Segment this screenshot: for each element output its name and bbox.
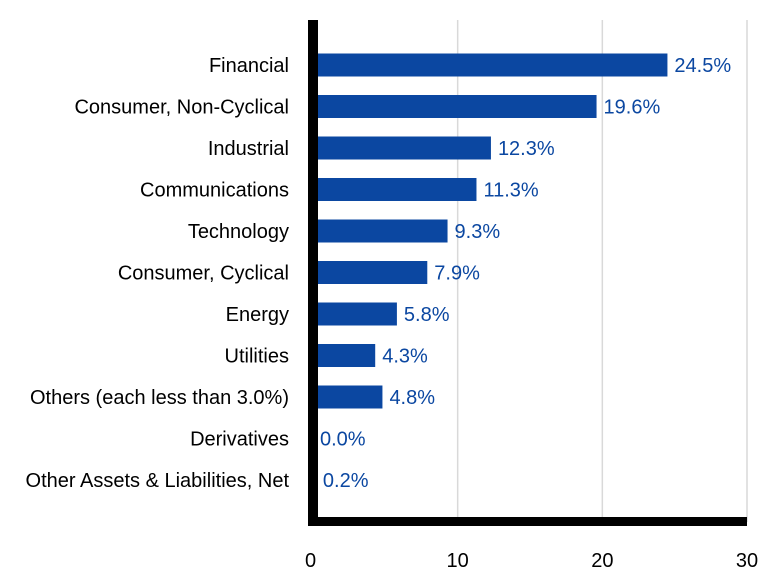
value-labels: 24.5% 19.6% 12.3% 11.3% 9.3% 7.9% 5.8% 4.3% 4.8%… bbox=[320, 55, 731, 492]
value-label-10: 0.2% bbox=[323, 470, 369, 492]
category-label-5: Consumer, Cyclical bbox=[118, 263, 289, 285]
x-tick-label-2: 20 bbox=[591, 550, 613, 572]
axes bbox=[308, 20, 747, 526]
bar-5 bbox=[313, 261, 428, 284]
value-label-8: 4.8% bbox=[389, 387, 435, 409]
category-label-8: Others (each less than 3.0%) bbox=[30, 387, 289, 409]
category-label-1: Consumer, Non-Cyclical bbox=[74, 97, 289, 119]
category-label-7: Utilities bbox=[225, 346, 289, 368]
category-label-2: Industrial bbox=[208, 138, 289, 160]
x-tick-labels: 0 10 20 30 bbox=[305, 550, 758, 572]
bar-2 bbox=[313, 136, 491, 160]
value-label-9: 0.0% bbox=[320, 429, 366, 451]
category-label-4: Technology bbox=[188, 221, 289, 243]
bar-0 bbox=[313, 53, 668, 77]
value-label-1: 19.6% bbox=[604, 97, 661, 119]
value-label-7: 4.3% bbox=[382, 346, 428, 368]
category-label-9: Derivatives bbox=[190, 429, 289, 451]
x-tick-label-1: 10 bbox=[447, 550, 469, 572]
x-tick-label-0: 0 bbox=[305, 550, 316, 572]
bar-1 bbox=[313, 95, 597, 118]
category-label-6: Energy bbox=[226, 304, 289, 326]
bar-8 bbox=[313, 385, 383, 409]
category-label-10: Other Assets & Liabilities, Net bbox=[26, 470, 290, 492]
x-axis-line bbox=[308, 517, 747, 526]
value-label-4: 9.3% bbox=[455, 221, 501, 243]
value-label-0: 24.5% bbox=[674, 55, 731, 77]
category-label-0: Financial bbox=[209, 55, 289, 77]
bar-6 bbox=[313, 302, 397, 326]
value-label-3: 11.3% bbox=[483, 180, 538, 202]
category-labels: Financial Consumer, Non-Cyclical Industria… bbox=[26, 55, 290, 492]
category-label-3: Communications bbox=[140, 180, 289, 202]
value-label-5: 7.9% bbox=[434, 263, 480, 285]
bar-7 bbox=[313, 344, 376, 367]
bar-3 bbox=[313, 178, 477, 201]
value-label-2: 12.3% bbox=[498, 138, 555, 160]
bar-4 bbox=[313, 219, 448, 243]
x-tick-label-3: 30 bbox=[736, 550, 758, 572]
bars bbox=[313, 53, 668, 492]
value-label-6: 5.8% bbox=[404, 304, 450, 326]
y-axis-line bbox=[308, 20, 318, 526]
